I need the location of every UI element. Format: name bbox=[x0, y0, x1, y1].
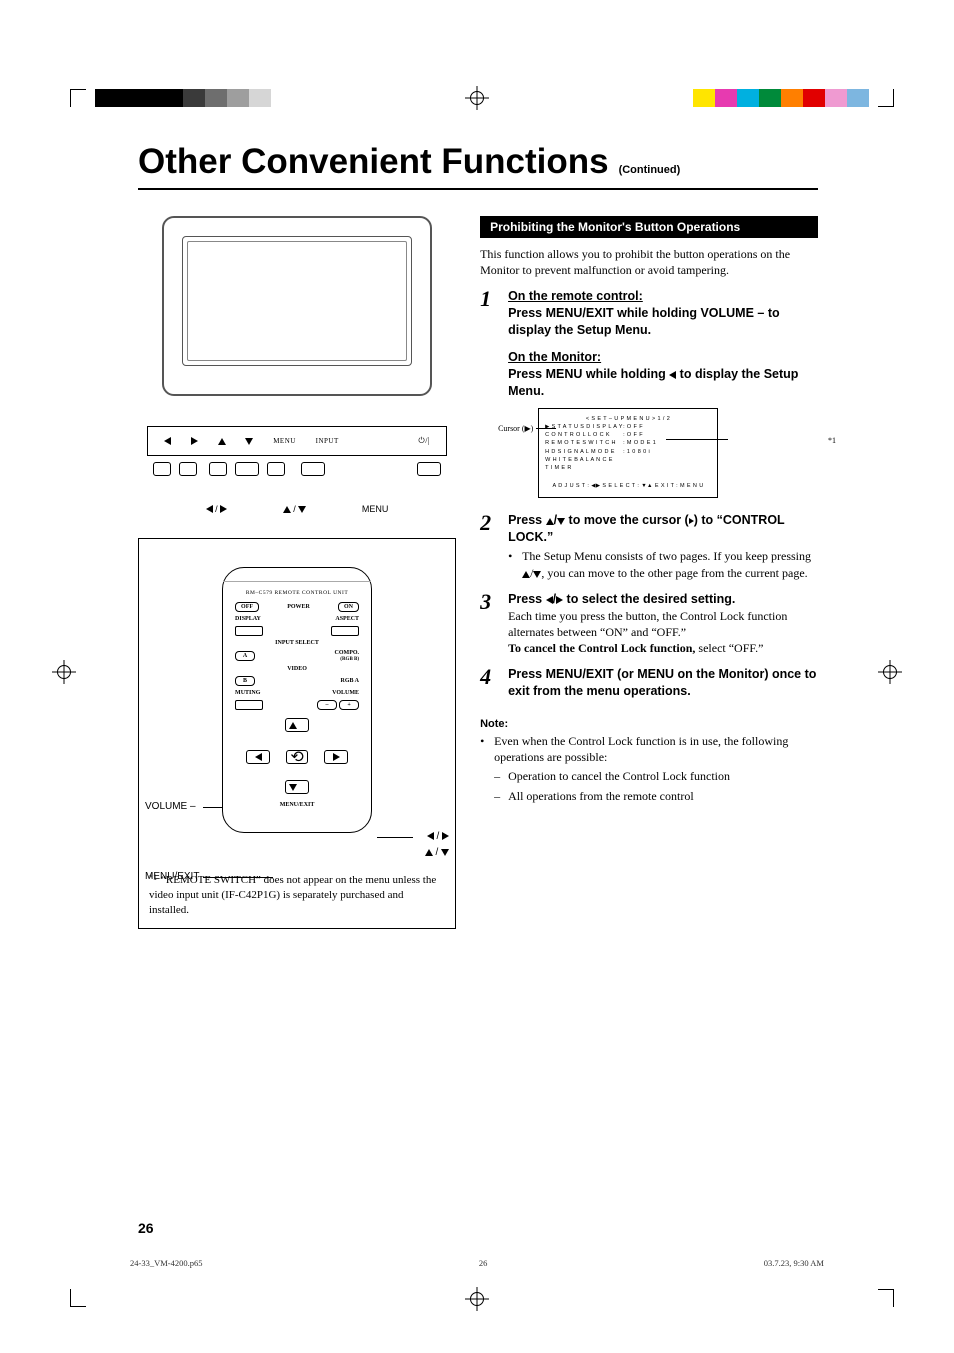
step-3: 3 Press / to select the desired setting.… bbox=[480, 591, 818, 656]
reg-mark-mid-left bbox=[52, 660, 76, 684]
remote-figure-box: VOLUME – MENU/EXIT / / RM–C579 REMOTE bbox=[138, 538, 456, 929]
footer-page: 26 bbox=[479, 1258, 488, 1268]
monitor-menu-label: MENU bbox=[273, 437, 296, 445]
remote-body: RM–C579 REMOTE CONTROL UNIT OFF POWER ON… bbox=[222, 567, 372, 833]
lead-lr: / bbox=[427, 831, 449, 842]
right-column: Prohibiting the Monitor's Button Operati… bbox=[480, 216, 818, 929]
crop-tick-tr bbox=[878, 89, 894, 107]
menu-exit-button: ⟲ bbox=[286, 750, 308, 764]
down-arrow-icon bbox=[245, 438, 253, 445]
reg-mark-bottom-center bbox=[465, 1287, 489, 1311]
color-bar-right bbox=[693, 89, 869, 107]
section-header-bar: Prohibiting the Monitor's Button Operati… bbox=[480, 216, 818, 238]
label-menu: MENU bbox=[362, 504, 389, 514]
footer-file: 24-33_VM-4200.p65 bbox=[130, 1258, 202, 1268]
up-arrow-icon bbox=[218, 438, 226, 445]
monitor-figure: MENU INPUT ⏻/| / / MEN bbox=[138, 216, 456, 514]
page-content: Other Convenient Functions (Continued) M… bbox=[138, 142, 818, 929]
cursor-label: Cursor (▶) bbox=[498, 424, 533, 433]
left-column: MENU INPUT ⏻/| / / MEN bbox=[138, 216, 456, 929]
print-footer: 24-33_VM-4200.p65 26 03.7.23, 9:30 AM bbox=[100, 1258, 854, 1268]
lead-volume-minus: VOLUME – bbox=[145, 801, 196, 812]
left-arrow-icon bbox=[164, 437, 171, 445]
osd-star-ref: *1 bbox=[828, 436, 836, 445]
menu-exit-label: MENU/EXIT bbox=[235, 802, 359, 808]
aspect-button bbox=[331, 626, 359, 636]
lead-menu-exit: MENU/EXIT bbox=[145, 871, 199, 882]
monitor-button bbox=[235, 462, 259, 476]
monitor-control-strip: MENU INPUT ⏻/| bbox=[147, 426, 447, 456]
remote-model-label: RM–C579 REMOTE CONTROL UNIT bbox=[235, 590, 359, 596]
reg-mark-top-center bbox=[465, 86, 489, 110]
crop-tick-tl bbox=[70, 89, 86, 107]
reg-mark-mid-right bbox=[878, 660, 902, 684]
right-arrow-icon bbox=[191, 437, 198, 445]
display-button bbox=[235, 626, 263, 636]
page-title-suffix: (Continued) bbox=[619, 164, 681, 176]
monitor-button-labels: / / MENU bbox=[138, 504, 456, 514]
color-bar-left bbox=[95, 89, 271, 107]
label-lr: / bbox=[206, 504, 228, 514]
monitor-button bbox=[267, 462, 285, 476]
osd-menu: < S E T – U P M E N U > 1 / 2 ▶ S T A T … bbox=[538, 408, 718, 498]
label-ud: / bbox=[283, 504, 307, 514]
step-1: 1 On the remote control: Press MENU/EXIT… bbox=[480, 288, 818, 501]
footer-date: 03.7.23, 9:30 AM bbox=[764, 1258, 824, 1268]
on-button: ON bbox=[338, 602, 359, 612]
monitor-input-label: INPUT bbox=[316, 437, 339, 445]
monitor-button bbox=[301, 462, 325, 476]
monitor-button bbox=[153, 462, 171, 476]
monitor-button bbox=[179, 462, 197, 476]
lead-ud: / bbox=[425, 847, 449, 858]
off-button: OFF bbox=[235, 602, 259, 612]
osd-figure: Cursor (▶) *1 < S E T – U P M E N U > 1 … bbox=[538, 408, 818, 498]
intro-paragraph: This function allows you to prohibit the… bbox=[480, 246, 818, 278]
crop-tick-br bbox=[878, 1289, 894, 1307]
step-4: 4 Press MENU/EXIT (or MENU on the Monito… bbox=[480, 666, 818, 700]
title-block: Other Convenient Functions (Continued) bbox=[138, 142, 818, 190]
page-number: 26 bbox=[138, 1220, 154, 1236]
crop-tick-bl bbox=[70, 1289, 86, 1307]
note-heading: Note: bbox=[480, 718, 818, 730]
muting-button bbox=[235, 700, 263, 710]
page-title: Other Convenient Functions bbox=[138, 142, 609, 181]
dpad: ⟲ bbox=[242, 716, 352, 796]
power-label: POWER bbox=[287, 604, 310, 610]
monitor-button bbox=[417, 462, 441, 476]
step-2: 2 Press / to move the cursor () to “CONT… bbox=[480, 512, 818, 581]
monitor-button bbox=[209, 462, 227, 476]
